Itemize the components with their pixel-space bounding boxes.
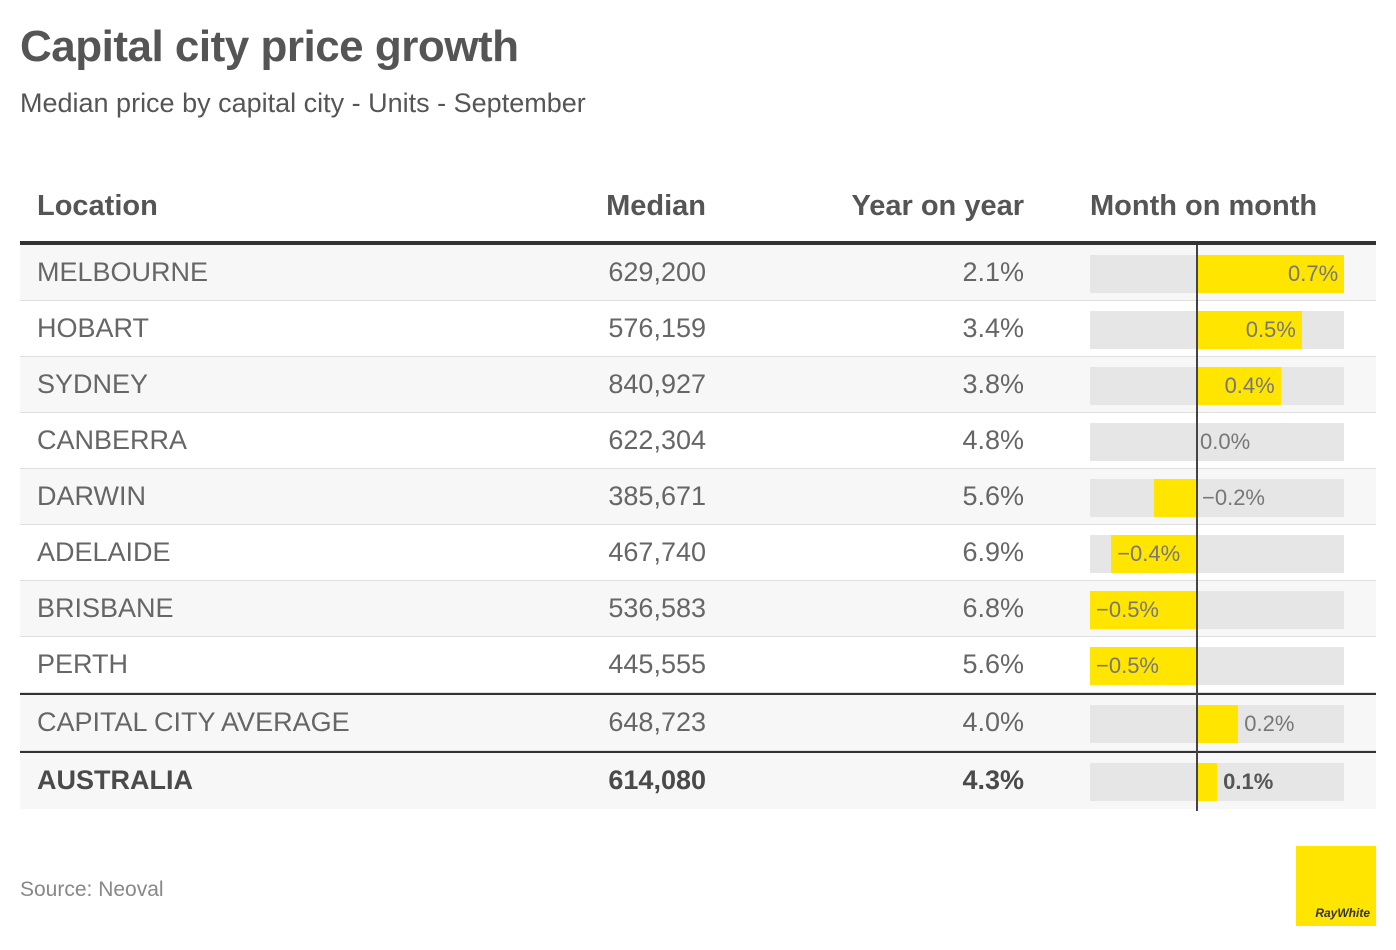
location-cell: HOBART xyxy=(37,313,150,343)
table-row: AUSTRALIA 614,080 4.3% 0.1% xyxy=(20,751,1376,809)
header-month-on-month: Month on month xyxy=(1090,190,1318,222)
mom-bar xyxy=(1090,647,1196,685)
location-cell: DARWIN xyxy=(37,481,147,511)
location-cell: MELBOURNE xyxy=(37,257,209,287)
yoy-cell: 4.3% xyxy=(962,765,1024,795)
table-row: DARWIN 385,671 5.6% −0.2% xyxy=(20,469,1376,525)
median-cell: 648,723 xyxy=(608,707,706,737)
mom-bar-track: 0.2% xyxy=(1090,705,1344,743)
location-cell: ADELAIDE xyxy=(37,537,171,567)
median-cell: 536,583 xyxy=(608,593,706,623)
logo-text: RayWhite xyxy=(1315,906,1370,920)
yoy-cell: 2.1% xyxy=(962,257,1024,287)
table-row: SYDNEY 840,927 3.8% 0.4% xyxy=(20,357,1376,413)
location-cell: CAPITAL CITY AVERAGE xyxy=(37,707,350,737)
table-row: PERTH 445,555 5.6% −0.5% xyxy=(20,637,1376,693)
mom-bar-track: 0.7% xyxy=(1090,255,1344,293)
location-cell: CANBERRA xyxy=(37,425,188,455)
mom-bar-track: −0.4% xyxy=(1090,535,1344,573)
yoy-cell: 6.8% xyxy=(962,593,1024,623)
table-row: MELBOURNE 629,200 2.1% 0.7% xyxy=(20,245,1376,301)
table-row: CANBERRA 622,304 4.8% 0.0% xyxy=(20,413,1376,469)
table-row: CAPITAL CITY AVERAGE 648,723 4.0% 0.2% xyxy=(20,693,1376,751)
table-row: ADELAIDE 467,740 6.9% −0.4% xyxy=(20,525,1376,581)
yoy-cell: 4.8% xyxy=(962,425,1024,455)
location-cell: BRISBANE xyxy=(37,593,174,623)
mom-label: −0.4% xyxy=(1117,541,1181,566)
mom-label: 0.7% xyxy=(1288,261,1339,286)
mom-bar-track: −0.5% xyxy=(1090,647,1344,685)
median-cell: 445,555 xyxy=(608,649,706,679)
median-cell: 629,200 xyxy=(608,257,706,287)
source-note: Source: Neoval xyxy=(20,878,164,901)
mom-label: 0.5% xyxy=(1245,317,1296,342)
median-cell: 385,671 xyxy=(608,481,706,511)
yoy-cell: 3.4% xyxy=(962,313,1024,343)
median-cell: 622,304 xyxy=(608,425,706,455)
header-median: Median xyxy=(606,190,706,222)
location-cell: SYDNEY xyxy=(37,369,149,399)
mom-label: 0.1% xyxy=(1223,769,1274,794)
mom-bar xyxy=(1196,763,1218,801)
mom-bar xyxy=(1196,255,1344,293)
table-row: HOBART 576,159 3.4% 0.5% xyxy=(20,301,1376,357)
mom-label: −0.5% xyxy=(1096,653,1159,678)
chart-subtitle: Median price by capital city - Units - S… xyxy=(20,88,586,118)
mom-bar xyxy=(1111,535,1196,573)
mom-bar-track: 0.1% xyxy=(1090,763,1344,801)
median-cell: 614,080 xyxy=(608,765,706,795)
yoy-cell: 6.9% xyxy=(962,537,1024,567)
mom-bar xyxy=(1153,479,1196,517)
table-body: MELBOURNE 629,200 2.1% 0.7% HOBART 576,159 3.4… xyxy=(20,245,1376,809)
location-cell: AUSTRALIA xyxy=(37,765,193,795)
mom-bar xyxy=(1090,591,1196,629)
mom-bar xyxy=(1196,311,1302,349)
chart-title: Capital city price growth xyxy=(20,22,519,71)
mom-bar xyxy=(1196,705,1239,743)
mom-label: −0.5% xyxy=(1096,597,1159,622)
yoy-cell: 4.0% xyxy=(962,707,1024,737)
yoy-cell: 5.6% xyxy=(962,649,1024,679)
table-row: BRISBANE 536,583 6.8% −0.5% xyxy=(20,581,1376,637)
median-cell: 467,740 xyxy=(608,537,706,567)
median-cell: 576,159 xyxy=(608,313,706,343)
mom-bar-track: −0.2% xyxy=(1090,479,1344,517)
mom-label: 0.0% xyxy=(1200,429,1251,454)
raywhite-logo: RayWhite xyxy=(1296,846,1376,926)
table-header: Location Median Year on year Month on mo… xyxy=(20,188,1376,245)
location-cell: PERTH xyxy=(37,649,129,679)
median-cell: 840,927 xyxy=(608,369,706,399)
mom-bar-track: 0.0% xyxy=(1090,423,1344,461)
mom-label: 0.4% xyxy=(1224,373,1275,398)
header-year-on-year: Year on year xyxy=(851,190,1025,222)
yoy-cell: 3.8% xyxy=(962,369,1024,399)
mom-bar xyxy=(1196,367,1281,405)
price-table: Location Median Year on year Month on mo… xyxy=(20,188,1376,811)
yoy-cell: 5.6% xyxy=(962,481,1024,511)
mom-bar-track: 0.5% xyxy=(1090,311,1344,349)
mom-label: 0.2% xyxy=(1244,711,1295,736)
mom-bar-track: −0.5% xyxy=(1090,591,1344,629)
header-location: Location xyxy=(37,190,158,222)
zero-axis-line xyxy=(1196,245,1198,811)
mom-bar-track: 0.4% xyxy=(1090,367,1344,405)
mom-label: −0.2% xyxy=(1202,485,1265,510)
